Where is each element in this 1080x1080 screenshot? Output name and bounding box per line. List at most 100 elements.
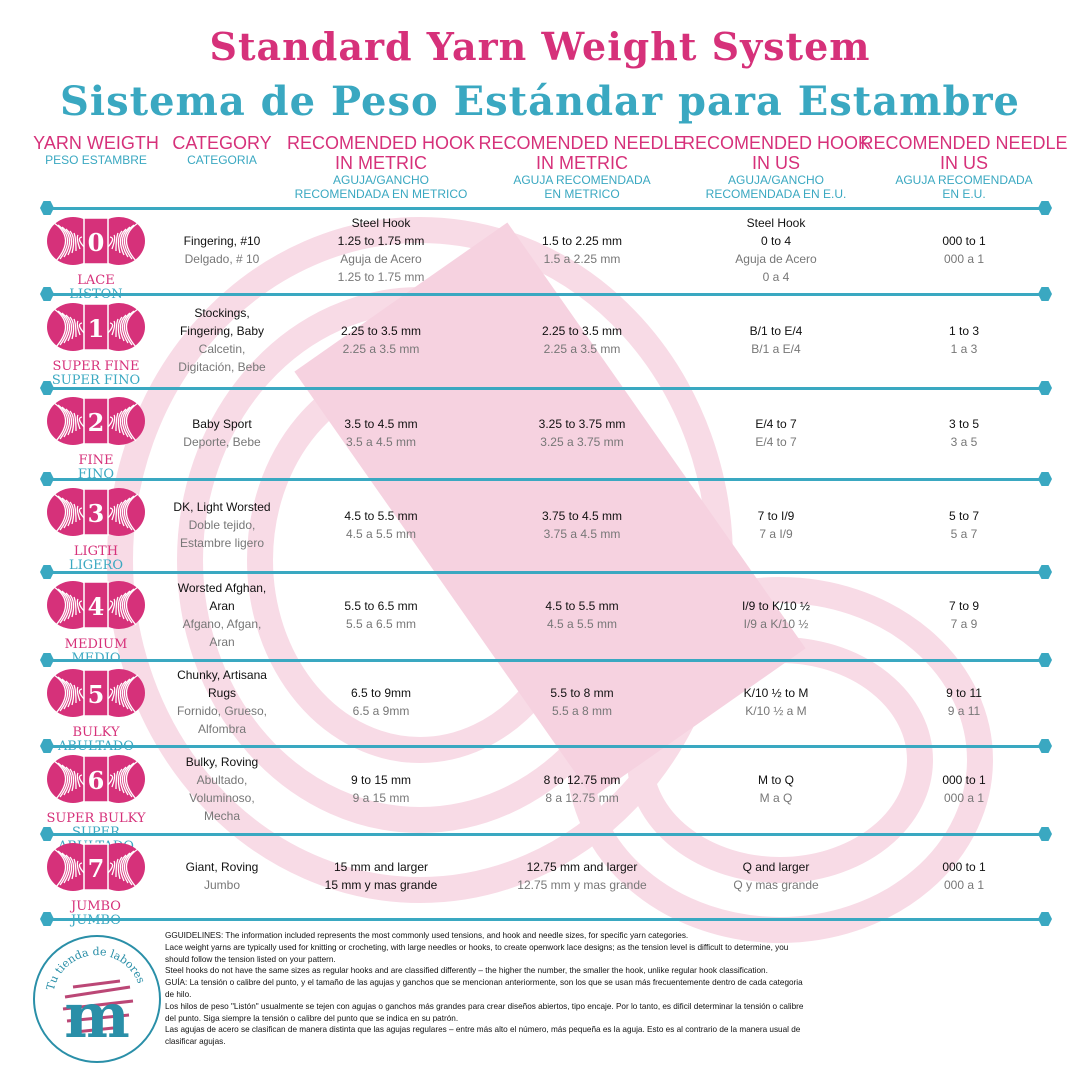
yarn-weight-badge: 3 LIGTH LIGERO <box>46 484 146 573</box>
weight-name-en: FINE <box>78 453 114 468</box>
column-header-en: RECOMENDED NEEDLE <box>860 133 1068 153</box>
cell-text-es: 000 a 1 <box>943 877 985 892</box>
yarn-weight-number: 3 <box>88 499 105 528</box>
table-cell: Baby Sport Deporte, Bebe <box>183 415 260 451</box>
cell-text-en: 3 to 5 <box>948 416 980 431</box>
cell-text-en: B/1 to E/4 <box>749 324 803 338</box>
table-cell: Fingering, #10 Delgado, # 10 <box>184 232 261 268</box>
table-cell: 4.5 to 5.5 mm 4.5 a 5.5 mm <box>344 507 417 543</box>
table-cell: 3.25 to 3.75 mm 3.25 a 3.75 mm <box>539 415 626 451</box>
table-cell: 6.5 to 9mm 6.5 a 9mm <box>351 684 411 720</box>
cell-text-es: Voluminoso, <box>189 791 255 805</box>
cell-text-en: 4.5 to 5.5 mm <box>344 508 418 523</box>
cell-text-en: 0 to 4 <box>760 234 792 248</box>
cell-text-en: M to Q <box>757 773 795 787</box>
weight-name-es: SUPER FINO <box>51 373 141 388</box>
table-cell: 7 to 9 7 a 9 <box>949 597 979 633</box>
cell-text-en: 000 to 1 <box>942 859 986 874</box>
yarn-ball-icon: 2 <box>47 397 145 445</box>
table-cell: 5 to 7 5 a 7 <box>949 507 979 543</box>
column-header: RECOMENDED NEEDLE IN METRIC AGUJA RECOMEND… <box>478 133 685 201</box>
column-header-es: AGUJA/GANCHO <box>727 173 825 187</box>
table-cell: Stockings, Fingering, Baby Calcetin, Digita… <box>178 304 265 376</box>
guidelines: GGUIDELINES: The information included re… <box>165 930 805 1048</box>
cell-text-es: Q y mas grande <box>733 877 819 892</box>
cell-text-en: Bulky, Roving <box>185 755 259 769</box>
title: Standard Yarn Weight System <box>209 24 871 69</box>
yarn-weight-badge: 0 LACE LISTON <box>46 213 146 302</box>
cell-text-en: Q and larger <box>742 859 810 874</box>
column-header-es: RECOMENDADA EN METRICO <box>294 187 468 201</box>
cell-text-en: Chunky, Artisana <box>177 668 267 682</box>
cell-text-es: 000 a 1 <box>943 791 985 805</box>
column-header-es: CATEGORIA <box>187 153 257 167</box>
guideline-paragraph: GUÍA: La tensión o calibre del punto, y … <box>165 978 803 999</box>
cell-text-en: 8 to 12.75 mm <box>543 773 621 787</box>
table-cell: Bulky, Roving Abultado, Voluminoso, Mecha <box>186 753 258 825</box>
column-header-es: PESO ESTAMBRE <box>45 153 147 167</box>
table-cell: Steel Hook 0 to 4 Aguja de Acero 0 a 4 <box>735 214 816 286</box>
cell-text-en: 4.5 to 5.5 mm <box>545 599 619 613</box>
table-cell: K/10 ½ to M K/10 ½ a M <box>744 684 809 720</box>
cell-text-es: 5 a 7 <box>950 526 978 541</box>
weight-name-es: ABULTADO <box>58 739 134 754</box>
cell-text-en: 2.25 to 3.5 mm <box>541 324 623 338</box>
cell-text-en: 1.5 to 2.25 mm <box>541 234 623 248</box>
cell-text-es: M a Q <box>759 791 793 805</box>
cell-text-en: Fingering, #10 <box>183 234 261 248</box>
cell-text-en: 9 to 15 mm <box>350 773 412 787</box>
subtitle: Sistema de Peso Estándar para Estambre <box>59 78 1020 125</box>
weight-name-es: FINO <box>77 467 115 482</box>
cell-text-en: 5.5 to 6.5 mm <box>344 599 418 613</box>
yarn-weight-number: 4 <box>88 592 105 621</box>
cell-text-es: 8 a 12.75 mm <box>545 791 619 805</box>
cell-text-es: 4.5 a 5.5 mm <box>546 617 618 631</box>
table-cell: 12.75 mm and larger 12.75 mm y mas grande <box>517 858 646 894</box>
cell-text-es: 7 a 9 <box>950 617 978 631</box>
row-divider <box>40 565 1052 579</box>
weight-name-es: JUMBO <box>71 913 121 928</box>
cell-text-en: 000 to 1 <box>942 234 986 248</box>
table-cell: 1 to 3 1 a 3 <box>949 322 979 358</box>
column-header-en: IN US <box>939 153 989 173</box>
table-cell: I/9 to K/10 ½ I/9 a K/10 ½ <box>742 597 810 633</box>
cell-text-es: 3.25 a 3.75 mm <box>540 434 624 449</box>
table-cell: 8 to 12.75 mm 8 a 12.75 mm <box>544 771 621 807</box>
table-cell: 3.75 to 4.5 mm 3.75 a 4.5 mm <box>542 507 622 543</box>
column-header-es: RECOMENDADA EN E.U. <box>705 187 847 201</box>
yarn-ball-icon: 5 <box>47 669 145 717</box>
cell-text-en: Rugs <box>207 686 237 700</box>
cell-text-en: 1 to 3 <box>948 324 980 338</box>
cell-text-en: 7 to I/9 <box>757 508 795 523</box>
cell-text-es: 7 a I/9 <box>759 526 793 541</box>
column-header-en: YARN WEIGTH <box>33 133 159 153</box>
cell-text-en: 3.5 to 4.5 mm <box>344 416 418 431</box>
cell-text-en: 3.75 to 4.5 mm <box>541 508 623 523</box>
cell-text-es: Mecha <box>203 809 241 823</box>
row-divider <box>40 381 1052 395</box>
yarn-ball-icon: 6 <box>47 755 145 803</box>
cell-text-en: Aran <box>209 599 235 613</box>
cell-text-en: Stockings, <box>194 306 250 320</box>
row-divider <box>40 653 1052 667</box>
cell-text-es: 1 a 3 <box>950 342 978 356</box>
cell-text-es: 000 a 1 <box>943 252 985 266</box>
cell-text-es: Abultado, <box>196 773 248 787</box>
row-divider <box>40 201 1052 215</box>
row-divider <box>40 912 1052 926</box>
weight-name-en: LACE <box>77 273 115 288</box>
yarn-weight-badge: 2 FINE FINO <box>46 393 146 482</box>
row-divider <box>40 739 1052 753</box>
cell-text-es: Aguja de Acero <box>735 252 817 266</box>
table-cell: 000 to 1 000 a 1 <box>942 232 985 268</box>
cell-text-es: 2.25 a 3.5 mm <box>342 342 420 356</box>
row-divider <box>40 827 1052 841</box>
table-cell: 000 to 1 000 a 1 <box>942 858 985 894</box>
weight-name-es: LISTON <box>69 287 123 302</box>
column-header: RECOMENDED HOOK IN METRIC AGUJA/GANCHO RECO… <box>287 133 475 201</box>
cell-text-en: Steel Hook <box>746 216 806 230</box>
table-cell: 000 to 1 000 a 1 <box>942 771 985 807</box>
column-header-es: EN E.U. <box>942 187 986 201</box>
